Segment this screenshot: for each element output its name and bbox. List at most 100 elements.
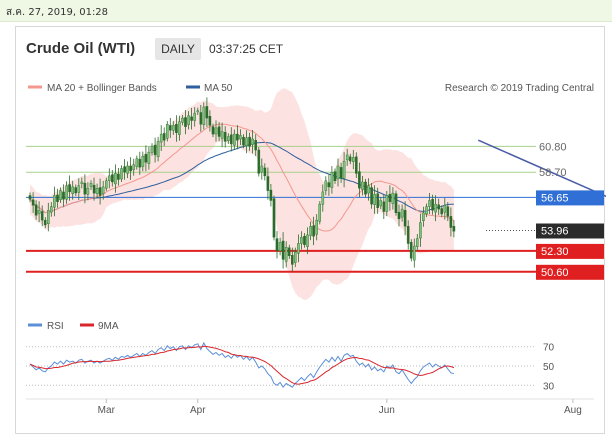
candle: [71, 180, 74, 200]
rsi-series: [29, 341, 455, 389]
bollinger-band-fill: [30, 88, 454, 301]
level-label-1: 58.70: [539, 167, 567, 179]
candle: [223, 126, 227, 148]
candle: [168, 117, 172, 138]
rsi-9ma-series: [29, 345, 455, 385]
candle: [303, 233, 306, 248]
candle: [330, 166, 334, 194]
candle: [342, 152, 346, 188]
candle: [428, 193, 431, 215]
candle: [422, 206, 425, 227]
candle: [144, 145, 148, 172]
header-time: 03:37:25 CET: [209, 42, 284, 56]
candle: [352, 149, 355, 170]
candle: [281, 232, 285, 269]
candle: [159, 125, 163, 151]
candle: [287, 244, 291, 259]
rsi-levels: 70 50 30: [26, 343, 555, 392]
candle: [120, 165, 123, 182]
chart-svg: Crude Oil (WTI) DAILY 03:37:25 CET MA 20…: [26, 38, 606, 416]
candle: [257, 147, 261, 177]
candle: [379, 197, 383, 210]
candle: [28, 192, 32, 203]
candle: [205, 97, 209, 127]
candle: [251, 130, 254, 154]
candle: [385, 191, 389, 217]
candle: [263, 163, 267, 181]
legend-label-9ma: 9MA: [98, 321, 119, 332]
price-levels: [26, 145, 536, 273]
timestamp: ส.ค. 27, 2019, 01:28: [6, 7, 109, 18]
candle: [242, 134, 245, 149]
candle: [394, 190, 398, 216]
candle: [388, 185, 392, 211]
candle: [156, 136, 160, 162]
candle: [327, 173, 331, 196]
x-tick-label-0: Mar: [98, 405, 116, 416]
candle: [184, 110, 187, 135]
credit-text: Research © 2019 Trading Central: [445, 83, 594, 94]
candle: [187, 111, 190, 130]
candle: [220, 122, 224, 148]
candle: [92, 177, 96, 201]
level-tag-bg-2: [536, 190, 604, 206]
candle: [272, 195, 276, 241]
candle: [321, 184, 325, 212]
candle: [31, 192, 35, 213]
candle: [37, 201, 41, 223]
candle: [175, 115, 178, 142]
candle: [74, 184, 77, 197]
candle: [89, 180, 93, 190]
candle: [126, 161, 129, 178]
candle: [254, 134, 258, 157]
timeframe-badge-bg: [155, 38, 201, 60]
candle: [266, 167, 270, 200]
candle: [150, 143, 154, 156]
candle: [95, 183, 99, 199]
ma50-line: [29, 141, 454, 214]
candle: [104, 177, 108, 192]
candle: [275, 231, 279, 259]
candle: [416, 234, 419, 252]
level-tag-bg-5: [536, 264, 604, 280]
candle: [452, 220, 456, 238]
candle: [260, 158, 264, 180]
candle: [199, 105, 203, 132]
candle: [172, 120, 175, 135]
candle: [443, 197, 447, 220]
rsi-lines: [29, 341, 455, 389]
candle: [214, 120, 218, 142]
candle: [361, 176, 364, 196]
candle: [336, 158, 340, 187]
candle: [77, 178, 81, 200]
candle: [397, 204, 401, 227]
candle: [50, 202, 53, 217]
candle: [62, 184, 65, 207]
candle: [419, 213, 422, 247]
candle: [364, 178, 367, 198]
candle: [300, 231, 303, 250]
candle: [229, 127, 233, 152]
candle: [318, 201, 322, 225]
rsi-level-label-2: 30: [543, 381, 555, 392]
candle: [59, 187, 62, 203]
bollinger-bands: [30, 88, 454, 301]
candle: [284, 241, 288, 268]
candle: [208, 110, 212, 132]
candle: [333, 168, 337, 184]
candle: [400, 204, 404, 222]
candle: [211, 123, 215, 138]
candle: [123, 159, 126, 180]
candle: [53, 186, 56, 217]
candle: [278, 237, 282, 256]
candle: [47, 202, 50, 232]
candle: [83, 174, 87, 204]
candle: [315, 214, 319, 241]
rsi-level-label-1: 50: [543, 362, 555, 373]
candle: [376, 187, 380, 214]
candle: [132, 158, 135, 176]
candle: [239, 129, 242, 145]
level-tag-bg-4: [536, 243, 604, 259]
candle: [312, 216, 315, 246]
candle: [86, 182, 90, 201]
